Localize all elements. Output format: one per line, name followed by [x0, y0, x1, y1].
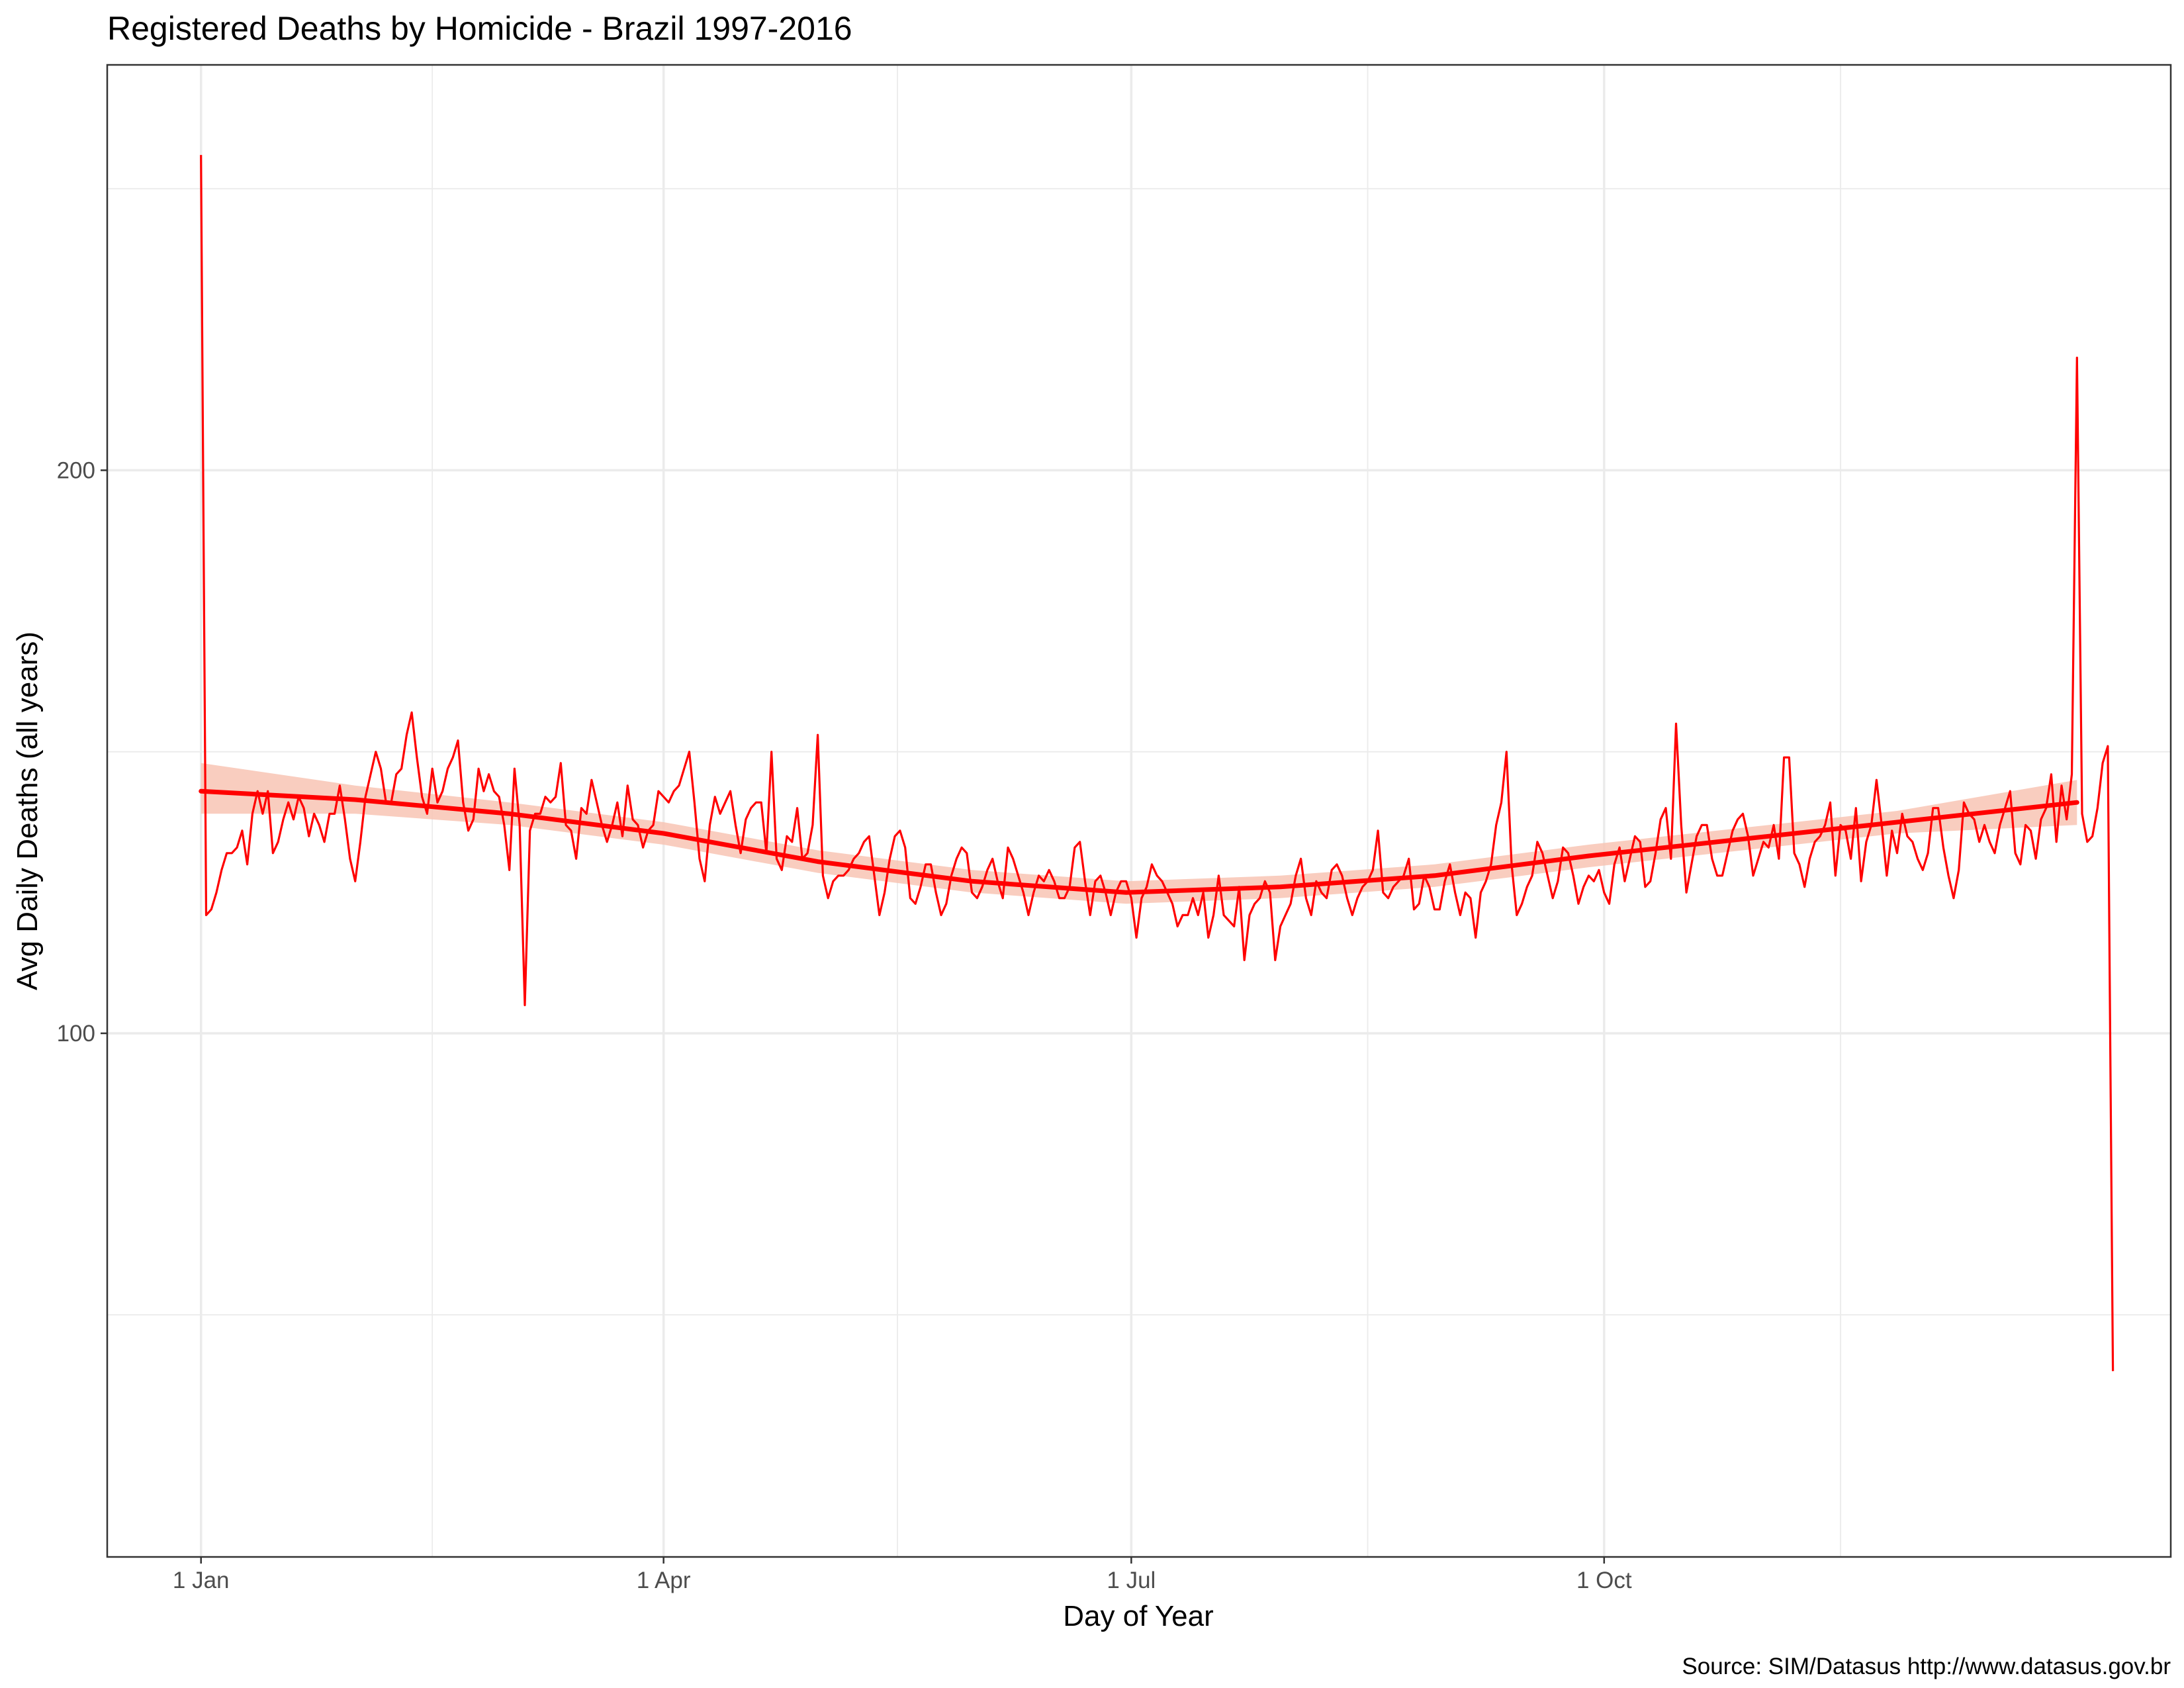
x-tick-label: 1 Oct	[1576, 1568, 1632, 1593]
daily-deaths-line	[200, 155, 2115, 1372]
chart-title: Registered Deaths by Homicide - Brazil 1…	[107, 10, 852, 47]
confidence-band-layer	[201, 763, 2077, 904]
y-axis-ticks: 100 200	[57, 457, 107, 1047]
y-axis-title: Avg Daily Deaths (all years)	[11, 632, 44, 990]
y-tick-label: 100	[57, 1021, 95, 1047]
confidence-band	[201, 763, 2077, 904]
panel-border	[106, 64, 2172, 1558]
smooth-trend-line	[199, 788, 2079, 895]
x-tick-label: 1 Apr	[637, 1568, 691, 1593]
x-axis-ticks: 1 Jan 1 Apr 1 Jul 1 Oct	[173, 1557, 1632, 1593]
minor-gridlines	[107, 65, 2171, 1557]
y-tick-label: 200	[57, 457, 95, 483]
source-caption: Source: SIM/Datasus http://www.datasus.g…	[1682, 1654, 2171, 1679]
series-line-layer	[199, 155, 2115, 1372]
x-tick-label: 1 Jan	[173, 1568, 230, 1593]
x-tick-label: 1 Jul	[1107, 1568, 1156, 1593]
x-axis-title: Day of Year	[1063, 1600, 1214, 1632]
